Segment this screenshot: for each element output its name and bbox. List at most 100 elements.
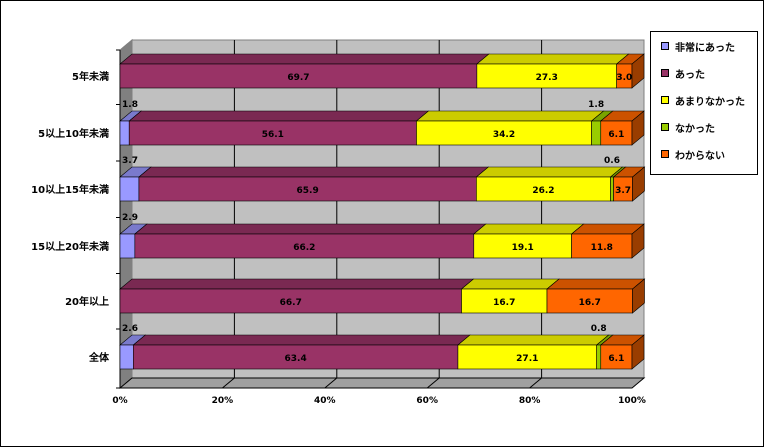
bar-top (472, 223, 585, 235)
gridline-floor (222, 377, 235, 389)
bar-top (475, 166, 624, 178)
legend-swatch-unknown (661, 150, 669, 158)
category-label: 20年以上 (65, 295, 109, 308)
legend-item-none: なかった (661, 120, 715, 135)
bar-end (631, 53, 645, 89)
x-tick-label: 60% (416, 396, 438, 406)
legend-item-very: 非常にあった (661, 39, 735, 54)
bar-segment (600, 120, 633, 146)
data-label: 3.0 (616, 73, 632, 83)
data-label: 1.8 (588, 100, 604, 110)
data-label: 26.2 (532, 186, 554, 196)
data-label: 2.6 (122, 324, 138, 334)
bar-top (132, 334, 471, 346)
bar-top (570, 223, 645, 235)
legend-label-unknown: わからない (675, 150, 725, 162)
data-label: 69.7 (287, 73, 309, 83)
data-label: 11.8 (591, 243, 613, 253)
legend-label-none: なかった (675, 123, 715, 135)
bar-top (134, 223, 487, 235)
bar-top (460, 278, 560, 290)
data-label: 0.6 (604, 156, 620, 166)
legend-label-yes: あった (675, 69, 705, 81)
bar-segment (119, 344, 134, 370)
bar-top (546, 278, 646, 290)
bar-segment (128, 120, 417, 146)
category-label: 全体 (88, 351, 110, 364)
gridline-floor (426, 377, 440, 389)
data-label: 3.7 (122, 156, 138, 166)
legend-label-not-much: あまりなかった (675, 96, 745, 108)
data-label: 3.7 (615, 186, 631, 196)
category-label: 5年未満 (72, 70, 109, 83)
data-label: 1.8 (122, 100, 138, 110)
data-label: 56.1 (262, 130, 284, 140)
chart-legend: 非常にあった あった あまりなかった なかった わからない (650, 31, 758, 175)
bar-end (632, 166, 645, 202)
legend-item-unknown: わからない (661, 147, 725, 162)
bar-end (631, 110, 645, 146)
bar-segment (461, 288, 548, 314)
legend-label-very: 非常にあった (675, 42, 735, 54)
bar-segment (138, 176, 477, 202)
x-tick-label: 80% (519, 396, 541, 406)
bar-segment (610, 176, 614, 202)
legend-swatch-very (661, 42, 669, 50)
bar-segment (476, 63, 617, 89)
category-label: 15以上20年未満 (31, 240, 109, 253)
bar-top (457, 334, 610, 346)
bar-end (631, 334, 645, 370)
gridline-floor (324, 377, 338, 389)
data-label: 63.4 (285, 354, 307, 364)
data-label: 6.1 (608, 354, 624, 364)
data-label: 16.7 (493, 298, 515, 308)
bar-segment (596, 344, 602, 370)
plot-wall (131, 39, 645, 379)
bar-segment (571, 233, 633, 259)
data-label: 65.9 (297, 186, 319, 196)
bar-top (138, 166, 490, 178)
gridline-floor (529, 377, 542, 389)
bar-segment (591, 120, 602, 146)
x-tick-label: 0% (112, 396, 127, 406)
legend-item-yes: あった (661, 66, 705, 81)
bar-top (119, 278, 475, 290)
x-tick-label: 20% (212, 396, 234, 406)
bar-top (415, 110, 605, 122)
bar-segment (119, 233, 136, 259)
x-tick-label: 40% (314, 396, 336, 406)
category-label: 10以上15年未満 (31, 183, 109, 196)
data-label: 16.7 (579, 298, 601, 308)
bar-segment (133, 344, 459, 370)
legend-swatch-not-much (661, 96, 669, 104)
bar-segment (476, 176, 611, 202)
bar-segment (546, 288, 633, 314)
bar-segment (119, 63, 478, 89)
legend-swatch-yes (661, 69, 669, 77)
data-label: 19.1 (512, 243, 534, 253)
bar-segment (416, 120, 592, 146)
data-label: 66.2 (293, 243, 315, 253)
x-tick-label: 100% (618, 396, 646, 406)
bar-end (631, 223, 645, 259)
bar-top (476, 53, 630, 65)
bar-top (119, 53, 490, 65)
bar-segment (457, 344, 597, 370)
legend-item-not-much: あまりなかった (661, 93, 745, 108)
legend-swatch-none (661, 123, 669, 131)
bar-segment (134, 233, 475, 259)
bar-top (128, 110, 430, 122)
category-label: 5以上10年未満 (38, 127, 109, 140)
plot-floor (118, 377, 646, 389)
data-label: 6.1 (608, 130, 624, 140)
data-label: 34.2 (493, 130, 515, 140)
bar-segment (119, 120, 130, 146)
data-label: 2.9 (122, 213, 138, 223)
data-label: 27.3 (536, 73, 558, 83)
data-label: 27.1 (516, 354, 538, 364)
bar-end (632, 278, 645, 314)
data-label: 0.8 (591, 324, 607, 334)
data-label: 66.7 (280, 298, 302, 308)
bar-segment (119, 176, 140, 202)
